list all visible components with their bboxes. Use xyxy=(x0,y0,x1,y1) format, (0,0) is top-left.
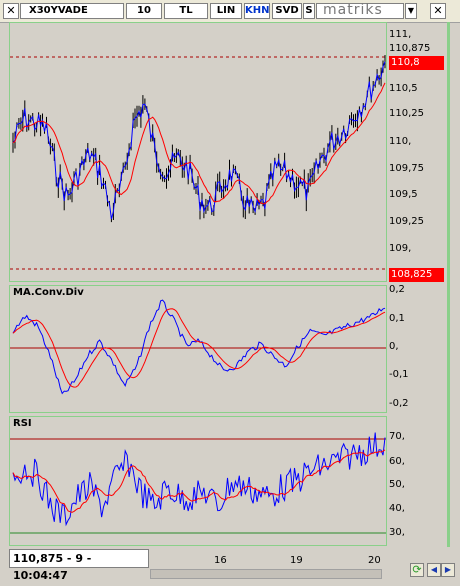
refresh-icon[interactable]: ⟳ xyxy=(410,563,424,577)
price-chart xyxy=(10,55,386,270)
rsi-title: RSI xyxy=(13,418,32,429)
price-tick: 110,875 xyxy=(389,43,431,54)
rsi-average-line xyxy=(12,449,386,513)
price-tick: 110, xyxy=(389,136,412,147)
close-window-icon[interactable]: ✕ xyxy=(430,3,446,19)
rsi-tick: 50, xyxy=(389,479,405,490)
macd-tick: 0,2 xyxy=(389,284,405,295)
macd-axis: 0,2 0,1 0, -0,1 -0,2 xyxy=(389,284,445,413)
right-frame xyxy=(447,22,450,547)
macd-tick: 0, xyxy=(389,341,399,352)
scale-button[interactable]: LIN xyxy=(210,3,242,19)
macd-tick: -0,1 xyxy=(389,369,409,380)
rsi-panel: RSI xyxy=(9,416,387,546)
price-tick: 110,25 xyxy=(389,108,424,119)
rsi-tick: 30, xyxy=(389,527,405,538)
low-price-badge: 108,825 xyxy=(389,268,444,282)
currency-button[interactable]: TL xyxy=(164,3,208,19)
arrow-right-icon[interactable]: ▶ xyxy=(441,563,455,577)
price-tick: 109, xyxy=(389,243,412,254)
period-button[interactable]: 10 xyxy=(126,3,162,19)
last-price-badge: 110,8 xyxy=(389,56,444,70)
close-icon[interactable]: ✕ xyxy=(3,3,19,19)
time-axis: 16 19 20 xyxy=(150,549,386,568)
symbol-field[interactable]: X30YVADE xyxy=(20,3,124,19)
rsi-line xyxy=(12,432,386,527)
price-tick: 111, xyxy=(389,29,412,40)
svd-button[interactable]: SVD xyxy=(272,3,302,19)
macd-line xyxy=(12,299,386,395)
cursor-readout: 110,875 - 9 - 10:04:47 xyxy=(9,549,149,582)
s-button[interactable]: S xyxy=(303,3,315,19)
price-tick: 109,75 xyxy=(389,163,424,174)
khn-button[interactable]: KHN xyxy=(244,3,270,19)
macd-panel: MA.Conv.Div xyxy=(9,285,387,413)
time-label: 19 xyxy=(290,555,303,566)
signal-line xyxy=(12,308,386,388)
price-tick: 109,25 xyxy=(389,216,424,227)
price-axis: 111, 110,875 110,25 110,5 110, 109,75 10… xyxy=(389,22,445,282)
time-label: 16 xyxy=(214,555,227,566)
macd-chart xyxy=(10,299,386,395)
price-tick: 109,5 xyxy=(389,189,418,200)
rsi-chart xyxy=(10,432,386,534)
time-scrollbar[interactable] xyxy=(150,569,382,579)
rsi-tick: 40, xyxy=(389,503,405,514)
rsi-tick: 60, xyxy=(389,456,405,467)
time-label: 20 xyxy=(368,555,381,566)
rsi-axis: 70, 60, 50, 40, 30, xyxy=(389,416,445,546)
price-average-line xyxy=(12,82,386,205)
chevron-down-icon[interactable]: ▼ xyxy=(405,3,417,19)
rsi-tick: 70, xyxy=(389,431,405,442)
chart-toolbar: ✕ X30YVADE 10 TL LIN KHN SVD S matriks ▼… xyxy=(0,0,460,23)
macd-tick: 0,1 xyxy=(389,313,405,324)
matriks-logo: matriks xyxy=(316,3,404,19)
price-line xyxy=(12,61,386,220)
macd-tick: -0,2 xyxy=(389,398,409,409)
price-tick: 110,5 xyxy=(389,83,418,94)
macd-title: MA.Conv.Div xyxy=(13,287,84,298)
arrow-left-icon[interactable]: ◀ xyxy=(427,563,441,577)
price-panel xyxy=(9,22,387,282)
